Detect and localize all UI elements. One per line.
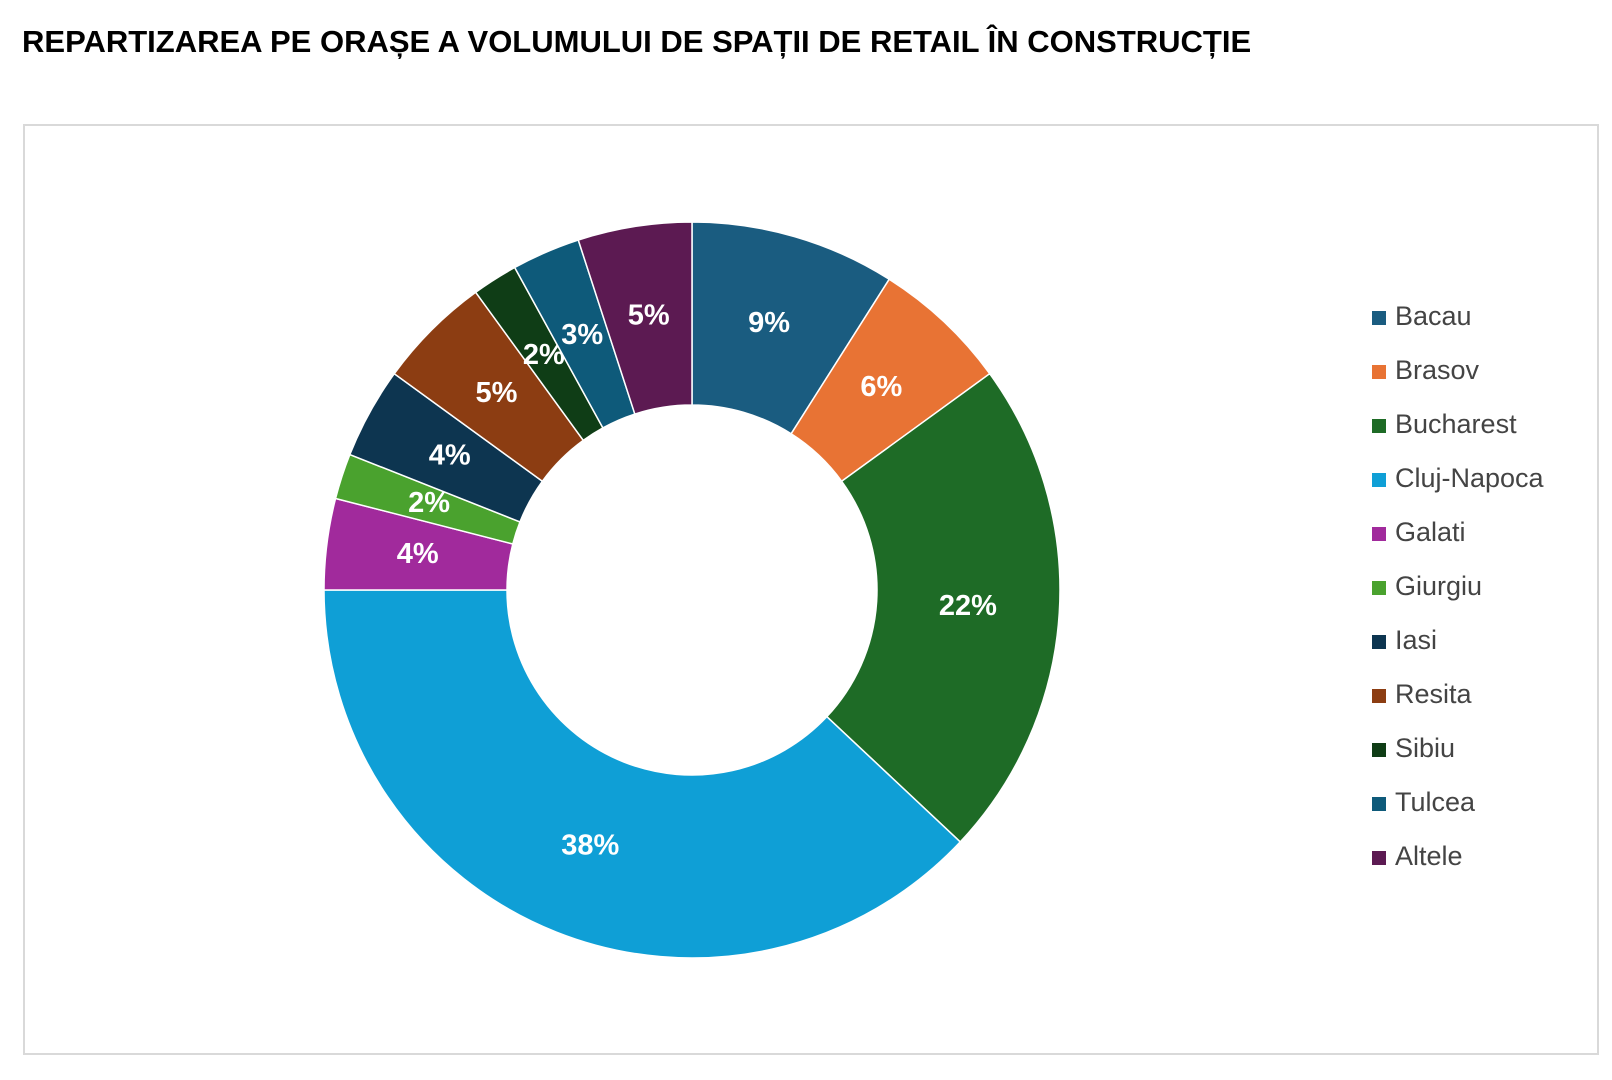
legend-label: Galati <box>1395 517 1466 547</box>
data-label: 4% <box>429 439 471 471</box>
data-label: 38% <box>561 830 619 862</box>
legend-swatch <box>1372 473 1386 487</box>
legend-swatch <box>1372 311 1386 325</box>
legend-label: Resita <box>1395 679 1473 709</box>
data-label: 22% <box>939 590 997 622</box>
data-label: 4% <box>397 538 439 570</box>
legend-swatch <box>1372 635 1386 649</box>
legend-label: Brasov <box>1395 355 1480 385</box>
legend-label: Sibiu <box>1395 733 1455 763</box>
donut-slice <box>577 221 693 415</box>
legend-swatch <box>1372 365 1386 379</box>
legend-label: Tulcea <box>1395 787 1476 817</box>
donut-slice <box>825 372 1061 843</box>
legend-label: Bacau <box>1395 301 1472 331</box>
legend-swatch <box>1372 581 1386 595</box>
data-label: 2% <box>408 487 450 519</box>
legend-swatch <box>1372 797 1386 811</box>
data-label: 9% <box>748 307 790 339</box>
legend-swatch <box>1372 851 1386 865</box>
legend-swatch <box>1372 689 1386 703</box>
data-label: 5% <box>628 300 670 332</box>
data-label: 6% <box>860 371 902 403</box>
data-label: 5% <box>476 377 518 409</box>
chart-title: REPARTIZAREA PE ORAȘE A VOLUMULUI DE SPA… <box>22 23 1251 59</box>
legend-label: Altele <box>1395 841 1463 871</box>
donut-slice <box>323 589 962 959</box>
legend-swatch <box>1372 527 1386 541</box>
legend-label: Bucharest <box>1395 409 1517 439</box>
legend-label: Iasi <box>1395 625 1437 655</box>
legend-swatch <box>1372 419 1386 433</box>
legend-label: Cluj-Napoca <box>1395 463 1545 493</box>
legend-swatch <box>1372 743 1386 757</box>
legend-label: Giurgiu <box>1395 571 1482 601</box>
data-label: 3% <box>561 319 603 351</box>
